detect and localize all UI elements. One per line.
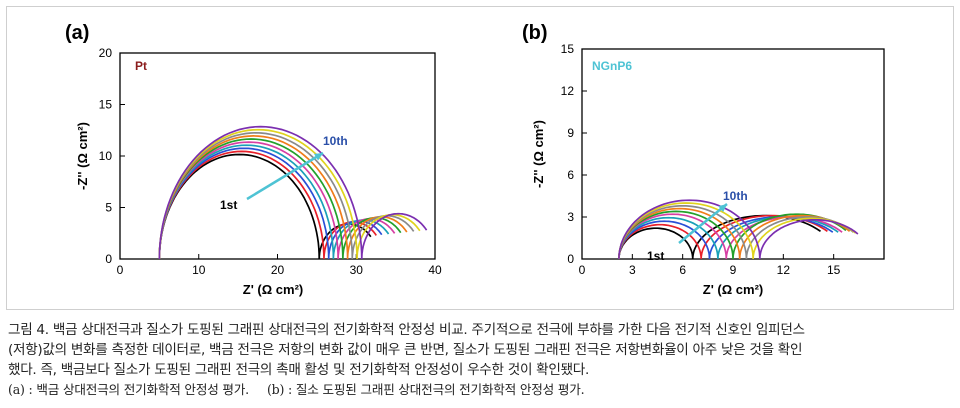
plot-frame: [119, 52, 436, 260]
series-line-10: [158, 125, 428, 260]
series-line-9: [618, 202, 857, 260]
y-tick-label: 5: [105, 201, 112, 215]
y-axis-label: -Z'' (Ω cm²): [75, 122, 90, 190]
x-tick-label: 20: [271, 263, 285, 277]
chart-panel-a: 0 10 20 30 40 0 5 10 15 20 Z' (Ω cm²) -Z'' (Ω cm²) (…: [65, 22, 442, 297]
x-tick-label: 15: [827, 263, 841, 277]
trend-arrow: [678, 203, 728, 244]
sample-label: Pt: [135, 59, 147, 73]
annotation-last: 10th: [723, 189, 748, 203]
y-tick-label: 6: [567, 168, 574, 182]
annotation-first: 1st: [647, 249, 664, 263]
caption-sub-b: (b) : 질소 도핑된 그래핀 상대전극의 전기화학적 안정성 평가.: [266, 382, 585, 397]
trend-arrow-head: [314, 153, 323, 161]
caption-line-2: (저항)값의 변화를 측정한 데이터로, 백금 전극은 저항의 변화 값이 매우…: [8, 342, 803, 358]
caption-sub-a: (a) : 백금 상대전극의 전기화학적 안정성 평가.: [8, 382, 249, 397]
y-tick-label: 15: [561, 42, 575, 56]
y-tick-label: 9: [567, 126, 574, 140]
series-line-8: [158, 131, 415, 260]
sample-label: NGnP6: [592, 59, 632, 73]
y-tick-label: 12: [561, 84, 575, 98]
x-axis-label: Z' (Ω cm²): [243, 282, 303, 297]
x-axis-label: Z' (Ω cm²): [703, 282, 763, 297]
x-tick-label: 30: [350, 263, 364, 277]
y-axis-label: -Z'' (Ω cm²): [531, 120, 546, 188]
series-line-10: [618, 199, 859, 260]
x-tick-label: 6: [679, 263, 686, 277]
series-line-7: [618, 207, 851, 260]
y-tick-label: 0: [105, 252, 112, 266]
trend-arrow: [246, 151, 324, 201]
annotation-first: 1st: [220, 198, 237, 212]
caption-line-1: 그림 4. 백금 상대전극과 질소가 도핑된 그래핀 상대전극의 전기화학적 안…: [8, 322, 805, 338]
x-tick-label: 12: [777, 263, 791, 277]
chart-panel-b: 0 3 6 9 12 15 0 3 6 9 12 15 Z' (Ω cm²) -Z'' (Ω cm²) (b…: [522, 22, 885, 297]
series-line-7: [158, 135, 408, 260]
x-tick-label: 40: [428, 263, 442, 277]
x-tick-label: 3: [629, 263, 636, 277]
annotation-last: 10th: [323, 134, 348, 148]
x-tick-label: 0: [579, 263, 586, 277]
y-tick-label: 3: [567, 210, 574, 224]
series-line-9: [158, 128, 421, 260]
series-line-6: [618, 210, 847, 260]
figure-frame: 0 10 20 30 40 0 5 10 15 20 Z' (Ω cm²) -Z'' (Ω cm²)(…: [6, 6, 954, 310]
series-line-8: [618, 204, 854, 260]
y-tick-label: 0: [567, 252, 574, 266]
caption-subtitles: (a) : 백금 상대전극의 전기화학적 안정성 평가. (b) : 질소 도핑된…: [8, 379, 602, 398]
panel-letter: (a): [65, 22, 89, 44]
x-tick-label: 10: [192, 263, 206, 277]
y-tick-label: 10: [99, 149, 113, 163]
x-tick-label: 0: [117, 263, 124, 277]
trend-arrow-head: [718, 204, 727, 213]
panel-letter: (b): [522, 22, 548, 44]
caption-line-3: 했다. 즉, 백금보다 질소가 도핑된 그래핀 전극의 촉매 활성 및 전기화학…: [8, 362, 590, 378]
y-tick-label: 20: [99, 46, 113, 60]
y-tick-label: 15: [99, 98, 113, 112]
x-tick-label: 9: [730, 263, 737, 277]
